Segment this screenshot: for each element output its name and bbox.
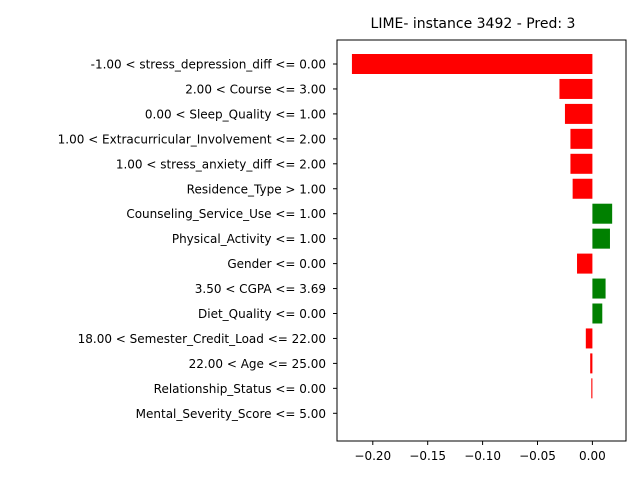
bar-5 — [570, 153, 593, 174]
y-tick-label: 22.00 < Age <= 25.00 — [189, 357, 326, 371]
bar-7 — [592, 203, 613, 224]
x-tick-label: −0.20 — [354, 449, 391, 463]
y-tick-label: 3.50 < CGPA <= 3.69 — [195, 282, 326, 296]
x-tick-label: 0.00 — [579, 449, 606, 463]
x-axis-ticks: −0.20 −0.15 −0.10 −0.05 0.00 — [354, 441, 606, 463]
y-tick-label: Relationship_Status <= 0.00 — [154, 382, 326, 396]
y-tick-label: 18.00 < Semester_Credit_Load <= 22.00 — [78, 332, 326, 346]
bar-10 — [592, 278, 606, 299]
chart-title: LIME- instance 3492 - Pred: 3 — [371, 16, 576, 32]
x-tick-label: −0.10 — [464, 449, 501, 463]
bar-6 — [572, 178, 593, 199]
bar-14 — [591, 378, 593, 399]
plot-area-frame — [336, 39, 627, 442]
bar-1 — [351, 54, 593, 74]
x-tick-label: −0.15 — [409, 449, 446, 463]
bars-group — [351, 54, 613, 399]
bar-3 — [564, 103, 593, 124]
bar-12 — [585, 328, 593, 349]
bar-11 — [592, 303, 603, 324]
y-tick-labels: -1.00 < stress_depression_diff <= 0.00 2.… — [58, 58, 337, 421]
x-tick-label: −0.05 — [519, 449, 556, 463]
bar-4 — [570, 128, 593, 149]
y-tick-label: 0.00 < Sleep_Quality <= 1.00 — [145, 107, 326, 121]
y-tick-label: 1.00 < Extracurricular_Involvement <= 2.… — [58, 132, 326, 146]
y-tick-label: Counseling_Service_Use <= 1.00 — [126, 207, 326, 221]
y-tick-label: -1.00 < stress_depression_diff <= 0.00 — [91, 58, 326, 72]
y-tick-label: Mental_Severity_Score <= 5.00 — [136, 407, 326, 421]
y-tick-label: 2.00 < Course <= 3.00 — [185, 82, 326, 96]
y-tick-label: Gender <= 0.00 — [227, 257, 326, 271]
y-tick-label: Physical_Activity <= 1.00 — [172, 232, 326, 246]
y-tick-label: Residence_Type > 1.00 — [187, 182, 326, 196]
bar-2 — [559, 78, 593, 99]
bar-8 — [592, 228, 610, 249]
y-tick-label: 1.00 < stress_anxiety_diff <= 2.00 — [116, 157, 326, 171]
bar-9 — [577, 253, 593, 274]
bar-13 — [590, 353, 593, 374]
y-tick-label: Diet_Quality <= 0.00 — [198, 307, 326, 321]
